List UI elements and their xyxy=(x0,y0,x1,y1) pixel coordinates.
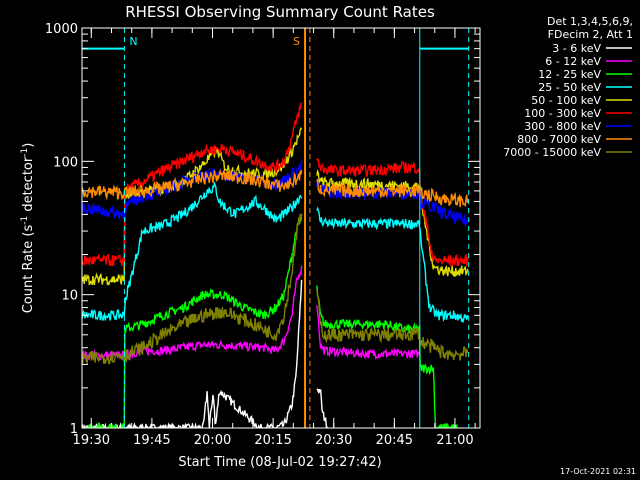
series-group xyxy=(82,28,470,428)
x-tick-label: 20:30 xyxy=(315,433,352,448)
x-tick-label: 19:30 xyxy=(73,433,110,448)
series-line-50-100-kev xyxy=(82,126,469,286)
legend-header-line-2: FDecim 2, Att 1 xyxy=(548,28,633,41)
series-line-3-6-kev xyxy=(82,279,329,428)
plot-frame xyxy=(81,27,481,429)
footer-timestamp: 17-Oct-2021 02:31 xyxy=(560,467,636,476)
x-tick-label: 20:45 xyxy=(376,433,413,448)
legend-label: 7000 - 15000 keV xyxy=(503,146,601,159)
legend-label: 50 - 100 keV xyxy=(531,94,601,107)
y-tick-label: 100 xyxy=(53,155,78,170)
chart-title: RHESSI Observing Summary Count Rates xyxy=(125,3,435,21)
series-line-800-7000-kev xyxy=(82,168,469,208)
series-line-6-12-kev xyxy=(82,265,421,361)
y-tick-label: 10 xyxy=(61,289,78,304)
x-tick-label: 20:15 xyxy=(254,433,291,448)
legend-header-line-1: Det 1,3,4,5,6,9, xyxy=(547,15,633,28)
x-tick-label: 21:00 xyxy=(436,433,473,448)
x-axis-label: Start Time (08-Jul-02 19:27:42) xyxy=(178,455,381,470)
series-line-25-50-kev xyxy=(82,181,469,324)
event-marker-label-s: S xyxy=(293,35,300,48)
legend-label: 25 - 50 keV xyxy=(538,81,601,94)
legend-label: 12 - 25 keV xyxy=(538,68,601,81)
legend: Det 1,3,4,5,6,9, FDecim 2, Att 1 3 - 6 k… xyxy=(503,15,633,159)
series-line-12-25-kev xyxy=(82,216,458,428)
y-axis-label: Count Rate (s-1 detector-1) xyxy=(20,143,36,314)
legend-label: 100 - 300 keV xyxy=(524,107,601,120)
event-marker-label-n: N xyxy=(129,35,137,48)
y-tick-label: 1000 xyxy=(45,22,78,37)
legend-label: 800 - 7000 keV xyxy=(517,133,601,146)
series-line-7000-15000-kev xyxy=(82,213,469,365)
axes: 1 10 100 1000 19:30 19:45 20:00 20:15 20:30 20:45… xyxy=(45,22,481,448)
legend-label: 3 - 6 keV xyxy=(552,42,601,55)
series-line-100-300-kev xyxy=(82,102,469,268)
legend-label: 6 - 12 keV xyxy=(545,55,601,68)
y-tick-label: 1 xyxy=(70,422,78,437)
x-tick-label: 19:45 xyxy=(133,433,170,448)
x-tick-label: 20:00 xyxy=(194,433,231,448)
legend-label: 300 - 800 keV xyxy=(524,120,601,133)
